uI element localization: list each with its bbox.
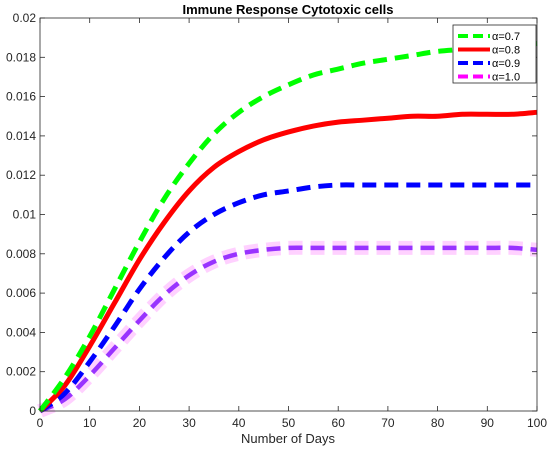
legend-label: α=1.0	[492, 72, 520, 84]
x-tick-label: 20	[133, 416, 147, 430]
y-tick-label: 0.004	[6, 325, 36, 339]
x-axis-title: Number of Days	[241, 431, 335, 446]
legend-label: α=0.7	[492, 31, 520, 43]
y-tick-label: 0.01	[13, 208, 37, 222]
x-tick-label: 50	[282, 416, 296, 430]
x-tick-label: 80	[431, 416, 445, 430]
y-tick-label: 0.02	[13, 11, 37, 25]
legend-box	[452, 24, 537, 84]
x-tick-label: 60	[332, 416, 346, 430]
x-tick-label: 40	[232, 416, 246, 430]
y-tick-label: 0.016	[6, 90, 36, 104]
x-tick-label: 10	[83, 416, 97, 430]
x-axis-ticks: 0 10 20 30 40 50 60 70 80 90 100	[37, 18, 547, 430]
series-line--0-8	[38, 109, 538, 413]
x-tick-label: 90	[481, 416, 495, 430]
legend: α=0.7 α=0.8α=0.9 α=1.0	[452, 24, 537, 84]
x-tick-label: 0	[37, 416, 44, 430]
y-tick-label: 0.006	[6, 286, 36, 300]
x-tick-label: 30	[182, 416, 196, 430]
y-tick-label: 0.014	[6, 129, 36, 143]
series-layer	[36, 41, 538, 418]
y-tick-label: 0.002	[6, 365, 36, 379]
y-tick-label: 0.008	[6, 247, 36, 261]
y-tick-label: 0.018	[6, 50, 36, 64]
series-line--1-0	[39, 245, 538, 414]
series-line--0-9	[38, 182, 537, 414]
chart-title: Immune Response Cytotoxic cells	[183, 2, 394, 17]
y-tick-label: 0	[29, 404, 36, 418]
y-tick-label: 0.012	[6, 168, 36, 182]
x-tick-label: 100	[527, 416, 547, 430]
x-tick-label: 70	[381, 416, 395, 430]
legend-label: α=0.9	[492, 58, 520, 70]
y-axis-ticks: 0 0.002 0.004 0.006 0.008 0.01 0.012 0.014 0.016…	[6, 11, 537, 418]
legend-label: α=0.8	[492, 45, 520, 57]
series-line--0-7	[37, 41, 538, 413]
